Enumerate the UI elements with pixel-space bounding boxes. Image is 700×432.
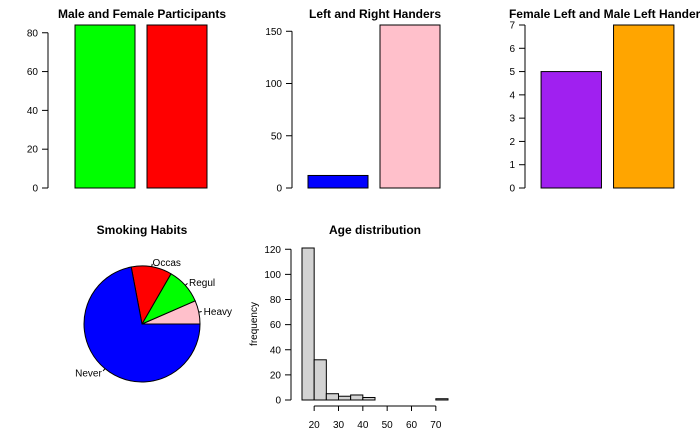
chart1-bar	[74, 24, 136, 189]
chart3-ytick-label: 4	[509, 90, 515, 101]
chart1-ytick-label: 60	[27, 67, 39, 78]
chart1-title: Male and Female Participants	[58, 7, 226, 21]
chart3-ytick-label: 7	[509, 21, 515, 32]
chart5-ytick-label: 100	[264, 270, 281, 281]
hist-bar	[301, 247, 315, 401]
chart1-ytick-label: 20	[27, 145, 39, 156]
chart2-ytick-label: 150	[265, 27, 282, 38]
hist-bar	[325, 393, 340, 401]
chart2-bar	[379, 24, 441, 189]
hist-bar	[435, 398, 449, 401]
chart2-ytick-label: 50	[271, 131, 283, 142]
chart3-bar	[540, 71, 602, 189]
chart2-ytick-label: 0	[276, 184, 282, 195]
chart5-xtick-label: 70	[430, 420, 442, 431]
chart3-ytick-label: 6	[509, 44, 515, 55]
chart1-ytick-label: 0	[32, 184, 38, 195]
chart5-xtick-label: 30	[333, 420, 345, 431]
chart5-ytick-label: 120	[264, 245, 281, 256]
pie-label: Occas	[153, 258, 181, 269]
chart1-ytick-label: 80	[27, 28, 39, 39]
chart5-xtick-label: 60	[406, 420, 418, 431]
hist-bar	[362, 396, 376, 401]
chart3-ytick-label: 5	[509, 67, 515, 78]
pie-label: Heavy	[204, 307, 232, 318]
chart1-ytick-label: 40	[27, 106, 39, 117]
chart2-title: Left and Right Handers	[309, 7, 441, 21]
chart3-ytick-label: 3	[509, 114, 515, 125]
chart5-ytick-label: 20	[270, 370, 282, 381]
pie-slice	[83, 266, 201, 383]
chart3-bar	[613, 24, 675, 189]
chart3-ytick-label: 2	[509, 137, 515, 148]
chart5-ytick-label: 40	[270, 345, 282, 356]
pie-label-leader	[102, 368, 106, 372]
chart5-xtick-label: 50	[382, 420, 394, 431]
chart1-bar	[146, 24, 208, 189]
chart3-ytick-label: 1	[509, 160, 515, 171]
chart3-ytick-label: 0	[509, 184, 515, 195]
chart2-bar	[307, 174, 369, 189]
chart5-ytick-label: 80	[270, 295, 282, 306]
hist-bar	[338, 395, 352, 401]
chart5-title: Age distribution	[329, 223, 421, 237]
pie-label-leader	[198, 311, 202, 313]
pie-label: Never	[75, 369, 102, 380]
chart5-xtick-label: 40	[357, 420, 369, 431]
pie-label-leader	[151, 263, 153, 267]
pie-label: Regul	[189, 278, 215, 289]
hist-bar	[313, 359, 327, 401]
chart4-title: Smoking Habits	[97, 223, 188, 237]
chart5-ylabel: frequency	[249, 302, 260, 346]
chart5-ytick-label: 0	[275, 396, 281, 407]
pie-label-leader	[184, 282, 188, 286]
plots-layer: 0 20 40 60 80 0 50 100 150 0 1 2 3 4 5 6 7 Heavy Regul Occa…	[27, 21, 675, 431]
chart3-title: Female Left and Male Left Handers	[509, 7, 700, 21]
chart5-xtick-label: 20	[309, 420, 321, 431]
hist-bar	[350, 394, 364, 401]
chart5-ytick-label: 60	[270, 320, 282, 331]
chart2-ytick-label: 100	[265, 79, 282, 90]
